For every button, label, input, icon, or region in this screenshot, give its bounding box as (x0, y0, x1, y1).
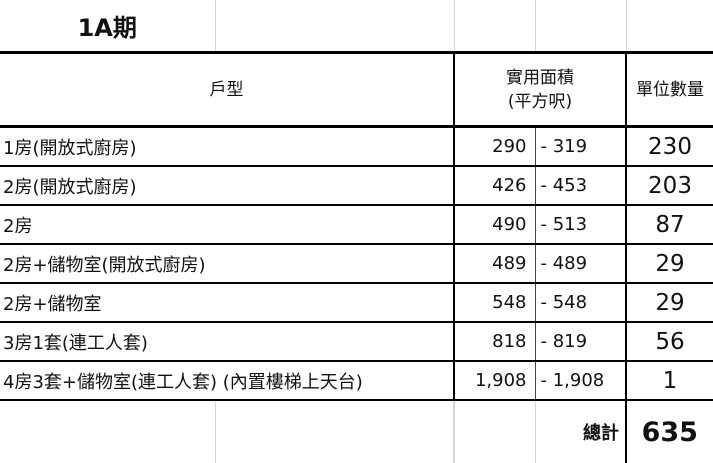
area-min-cell: 490 (454, 205, 536, 245)
area-max-cell: - 453 (535, 166, 627, 206)
area-min-cell: 290 (454, 126, 536, 167)
header-area-line1: 實用面積 (506, 67, 574, 88)
unit-count-cell: 29 (626, 244, 713, 284)
empty-cell (454, 0, 536, 54)
area-max-cell: - 819 (535, 322, 627, 362)
unit-count-cell: 230 (626, 126, 713, 167)
header-row: 戶型 實用面積 (平方呎) 單位數量 (0, 52, 713, 128)
header-area: 實用面積 (平方呎) (454, 52, 627, 128)
unit-count-cell: 87 (626, 205, 713, 245)
unit-type-cell: 2房+儲物室 (0, 283, 455, 323)
total-row: 總計 635 (0, 400, 713, 463)
unit-type-cell: 2房+儲物室(開放式廚房) (0, 244, 455, 284)
unit-count-cell: 1 (626, 361, 713, 401)
area-max-cell: - 319 (535, 126, 627, 167)
unit-type-cell: 2房(開放式廚房) (0, 166, 455, 206)
area-max-cell: - 513 (535, 205, 627, 245)
empty-cell (626, 0, 713, 54)
empty-cell (454, 400, 536, 463)
table-row: 2房+儲物室 548- 548 29 (0, 283, 713, 323)
area-max-cell: - 548 (535, 283, 627, 323)
area-max-cell: - 489 (535, 244, 627, 284)
empty-cell (215, 400, 455, 463)
table-row: 3房1套(連工人套) 818- 819 56 (0, 322, 713, 362)
unit-count-cell: 203 (626, 166, 713, 206)
unit-count-cell: 29 (626, 283, 713, 323)
table-row: 2房 490- 513 87 (0, 205, 713, 245)
area-min-cell: 489 (454, 244, 536, 284)
table-row: 4房3套+儲物室(連工人套) (內置樓梯上天台) 1,908- 1,908 1 (0, 361, 713, 401)
total-value: 635 (626, 400, 713, 463)
table-row: 1房(開放式廚房) 290- 319 230 (0, 126, 713, 167)
empty-cell (215, 0, 455, 54)
header-count: 單位數量 (626, 52, 713, 128)
area-min-cell: 818 (454, 322, 536, 362)
header-unit-type: 戶型 (0, 52, 455, 128)
table-row: 2房(開放式廚房) 426- 453 203 (0, 166, 713, 206)
empty-cell (535, 0, 627, 54)
unit-type-cell: 2房 (0, 205, 455, 245)
unit-type-cell: 1房(開放式廚房) (0, 126, 455, 167)
area-min-cell: 426 (454, 166, 536, 206)
total-label: 總計 (535, 400, 627, 463)
unit-count-cell: 56 (626, 322, 713, 362)
unit-type-cell: 3房1套(連工人套) (0, 322, 455, 362)
empty-cell (0, 400, 216, 463)
area-min-cell: 548 (454, 283, 536, 323)
title-row: 1A期 (0, 0, 713, 54)
phase-title: 1A期 (0, 0, 216, 54)
table-row: 2房+儲物室(開放式廚房) 489- 489 29 (0, 244, 713, 284)
header-area-line2: (平方呎) (507, 91, 573, 112)
area-min-cell: 1,908 (454, 361, 536, 401)
area-max-cell: - 1,908 (535, 361, 627, 401)
unit-type-cell: 4房3套+儲物室(連工人套) (內置樓梯上天台) (0, 361, 455, 401)
